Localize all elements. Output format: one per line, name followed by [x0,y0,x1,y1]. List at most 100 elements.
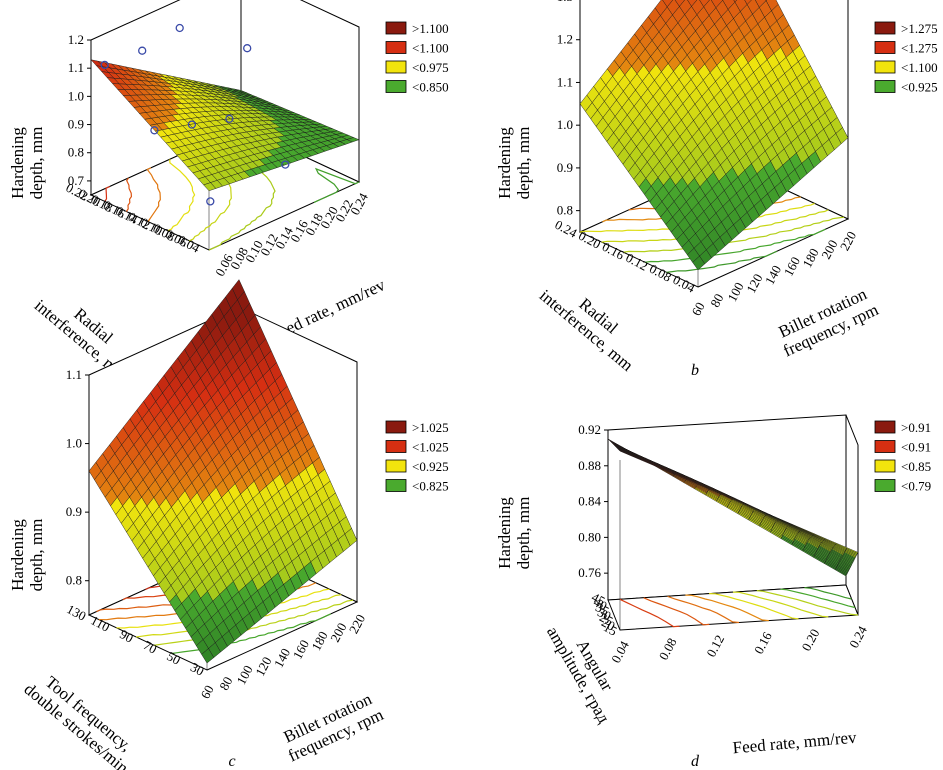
z-tick-labels: 0.76 0.80 0.84 0.88 0.92 [578,422,608,580]
z-tick-labels: 0.8 0.9 1.0 1.1 1.2 1.3 [557,0,580,218]
legend-label: <1.100 [901,60,938,75]
z-tick-label: 1.1 [557,74,573,89]
x-tick-label: 0.24 [846,623,870,651]
y-tick-label: 35 [593,599,612,618]
floor-contour [619,598,680,628]
x-tick-label: 200 [818,237,840,261]
x-axis-title: Feed rate, mm/rev [732,728,858,758]
x-tick-label: 200 [327,620,349,644]
y-tick-label: 45 [589,589,608,608]
x-tick-label: 160 [781,254,803,278]
x-tick-labels: 0.04 0.08 0.12 0.16 0.20 0.24 [608,623,870,666]
y-tick-label: 50 [165,648,184,667]
legend-swatch [874,21,896,35]
x-tick-label: 60 [197,683,216,702]
x-tick-label: 60 [688,300,707,319]
x-tick-label: 0.12 [703,632,727,659]
y-tick-label: 15 [601,619,620,638]
z-tick-label: 1.0 [68,88,84,103]
legend-label: <1.100 [412,41,449,56]
floor-contour [125,177,133,212]
z-tick-label: 0.8 [68,145,84,160]
x-tick-label: 0.04 [608,638,632,666]
floor-contour [780,588,856,609]
z-tick-labels: 0.8 0.9 1.0 1.1 [66,367,89,588]
x-tick-label: 0.16 [751,629,775,657]
legend-swatch [385,21,407,35]
floor-contour [643,597,710,626]
floor-contour [146,167,161,222]
y-tick-label: 40 [591,594,610,613]
floor-contours [619,587,859,628]
z-tick-label: 0.84 [578,494,601,509]
z-tick-label: 0.9 [557,160,573,175]
legend-label: <0.925 [901,80,938,95]
x-axis-title: Billet rotationfrequency, rpm [772,283,881,361]
y-tick-label: 25 [597,609,616,628]
y-tick-label: 70 [141,637,160,656]
z-tick-label: 1.0 [557,117,573,132]
x-tick-label: 160 [290,637,312,661]
surface-mesh [90,59,360,192]
surface-cell [692,255,706,271]
data-point [100,60,109,70]
floor-contour [804,587,852,600]
x-tick-label: 100 [724,280,746,304]
data-point [206,197,215,206]
data-point [175,23,184,33]
x-tick-label: 180 [308,629,330,653]
y-axis-title: Tool frequency,double strokes/min [20,665,144,770]
floor-contour [104,185,111,202]
legend-label: <0.975 [412,60,449,75]
panel-label: c [228,753,235,770]
surface-mesh [607,438,859,577]
legend-label: <0.925 [412,459,449,474]
panel-b: 0.8 0.9 1.0 1.1 1.2 1.3 6080100120140160180200… [495,0,938,379]
z-tick-label: 1.1 [68,60,84,75]
z-tick-label: 0.9 [68,117,84,132]
z-tick-label: 1.2 [557,32,573,47]
data-point [187,120,197,129]
data-point [150,126,159,135]
z-tick-label: 0.7 [68,173,85,188]
surface-mesh [88,279,358,664]
z-tick-label: 1.2 [68,32,84,47]
legend-label: <1.025 [412,440,449,455]
legend: >0.91 <0.91 <0.85 <0.79 [874,420,931,494]
floor-contour [623,216,845,253]
legend-label: <0.79 [901,479,931,494]
legend-label: >1.100 [412,21,449,36]
x-tick-label: 120 [743,271,765,295]
z-axis-title: Hardeningdepth, mm [495,497,533,570]
floor-contour [153,599,354,646]
x-tick-label: 0.08 [656,635,680,662]
panel-label: b [691,362,699,379]
data-point [243,44,252,53]
z-axis-title: Hardeningdepth, mm [8,127,46,200]
x-axis-title: Billet rotationfrequency, rpm [277,688,386,766]
legend-swatch [874,60,896,74]
floor-contour [685,594,769,622]
surface-cell [619,450,631,456]
x-tick-label: 120 [252,654,274,678]
legend-swatch [385,459,407,473]
legend-label: >1.275 [901,21,938,36]
legend-label: <1.275 [901,41,938,56]
legend-swatch [385,41,407,54]
back-right-wall [845,414,859,616]
y-tick-label: 0.24 [553,217,581,241]
legend-label: <0.850 [412,80,449,95]
y-axis-title: Angularamplitude, град [543,614,630,727]
legend-label: <0.85 [901,459,931,474]
x-tick-label: 80 [707,291,726,310]
z-axis-title: Hardeningdepth, mm [495,127,533,200]
legend: >1.025 <1.025 <0.925 <0.825 [385,420,449,494]
x-tick-label: 100 [233,663,255,687]
legend-label: >1.025 [412,420,449,435]
floor-contour [167,159,196,232]
x-tick-label: 0.24 [347,190,371,218]
y-tick-label: 30 [595,604,614,623]
panel-d: 0.76 0.80 0.84 0.88 0.92 0.04 0.08 0.12 0.16 0.20… [495,414,931,770]
legend-swatch [874,41,896,54]
